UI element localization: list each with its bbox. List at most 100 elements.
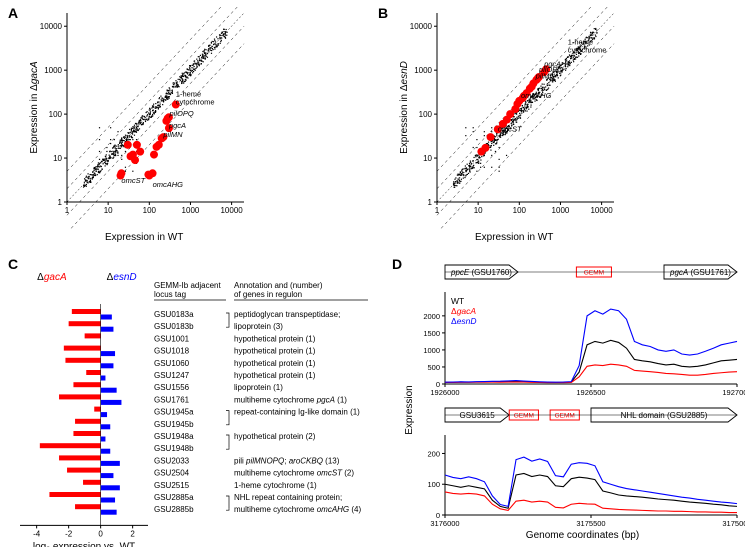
svg-text:10000: 10000: [220, 206, 243, 215]
svg-text:GSU2033: GSU2033: [154, 456, 190, 465]
svg-text:lipoprotein (3): lipoprotein (3): [234, 322, 283, 331]
svg-text:NHL domain (GSU2885): NHL domain (GSU2885): [621, 411, 708, 420]
svg-text:Expression in ΔesnD: Expression in ΔesnD: [399, 61, 410, 154]
svg-text:-4: -4: [33, 529, 41, 538]
svg-text:GEMM: GEMM: [584, 270, 604, 277]
svg-text:100: 100: [427, 480, 440, 489]
svg-text:pilMN: pilMN: [162, 130, 183, 139]
svg-text:GSU1556: GSU1556: [154, 383, 190, 392]
svg-text:omcST: omcST: [498, 125, 523, 134]
svg-text:ΔesnD: ΔesnD: [107, 272, 137, 283]
svg-text:1000: 1000: [44, 66, 62, 75]
svg-text:omcAHG: omcAHG: [521, 91, 552, 100]
svg-text:3176000: 3176000: [430, 519, 459, 528]
panel-a-scatter: 1110101001001000100010000100001-hemecyto…: [25, 5, 250, 230]
svg-text:pilMN: pilMN: [535, 71, 556, 80]
svg-text:GSU1948b: GSU1948b: [154, 444, 194, 453]
svg-text:hypothetical protein (1): hypothetical protein (1): [234, 334, 316, 343]
svg-text:10000: 10000: [410, 22, 433, 31]
svg-text:peptidoglycan transpeptidase;: peptidoglycan transpeptidase;: [234, 310, 340, 319]
svg-text:1000: 1000: [552, 206, 570, 215]
svg-text:1926000: 1926000: [430, 388, 459, 397]
svg-text:0: 0: [98, 529, 103, 538]
svg-text:omcAHG: omcAHG: [153, 180, 184, 189]
svg-text:10: 10: [104, 206, 113, 215]
svg-text:3175000: 3175000: [722, 519, 745, 528]
svg-text:log₂ expression vs. WT: log₂ expression vs. WT: [33, 541, 135, 547]
svg-text:1926500: 1926500: [576, 388, 605, 397]
svg-text:pili pilMNOPQ; aroCKBQ (13): pili pilMNOPQ; aroCKBQ (13): [234, 456, 340, 465]
svg-text:Annotation and (number): Annotation and (number): [234, 281, 323, 290]
svg-text:GSU2885a: GSU2885a: [154, 493, 194, 502]
svg-text:500: 500: [427, 363, 440, 372]
svg-text:ppcE (GSU1760): ppcE (GSU1760): [450, 268, 512, 277]
svg-text:GSU2504: GSU2504: [154, 469, 190, 478]
svg-text:ΔgacA: ΔgacA: [451, 306, 476, 316]
svg-text:ΔgacA: ΔgacA: [37, 272, 67, 283]
svg-text:pgcA: pgcA: [168, 121, 186, 130]
panel-a-label: A: [8, 5, 18, 21]
svg-text:1: 1: [65, 206, 70, 215]
svg-text:GSU1060: GSU1060: [154, 359, 190, 368]
svg-text:10: 10: [474, 206, 483, 215]
svg-text:NHL repeat containing protein;: NHL repeat containing protein;: [234, 493, 342, 502]
svg-text:GSU0183a: GSU0183a: [154, 310, 194, 319]
panel-a-xlabel: Expression in WT: [105, 232, 183, 243]
svg-text:cytochrome: cytochrome: [176, 98, 215, 107]
panel-d-coverage: ppcE (GSU1760)GEMMpgcA (GSU1761)05001000…: [400, 260, 745, 545]
svg-text:hypothetical protein (2): hypothetical protein (2): [234, 432, 316, 441]
svg-text:2000: 2000: [423, 312, 440, 321]
svg-text:10000: 10000: [590, 206, 613, 215]
svg-text:GSU1945b: GSU1945b: [154, 420, 194, 429]
svg-text:GSU2515: GSU2515: [154, 481, 190, 490]
svg-text:omcST: omcST: [121, 176, 146, 185]
svg-text:1-heme cytochrome (1): 1-heme cytochrome (1): [234, 481, 317, 490]
panel-c-bars: ΔgacAΔesnDGEMM-Ib adjacentlocus tagAnnot…: [10, 262, 385, 547]
svg-text:GEMM: GEMM: [514, 413, 534, 420]
svg-text:1: 1: [435, 206, 440, 215]
svg-text:GSU1001: GSU1001: [154, 334, 190, 343]
svg-text:-2: -2: [65, 529, 73, 538]
svg-text:repeat-containing Ig-like doma: repeat-containing Ig-like domain (1): [234, 408, 360, 417]
svg-text:100: 100: [513, 206, 527, 215]
svg-text:100: 100: [419, 110, 433, 119]
svg-text:lipoprotein (1): lipoprotein (1): [234, 383, 283, 392]
svg-text:GSU1761: GSU1761: [154, 395, 190, 404]
svg-text:GSU1945a: GSU1945a: [154, 408, 194, 417]
svg-text:Expression: Expression: [404, 385, 415, 434]
svg-text:GSU1247: GSU1247: [154, 371, 190, 380]
svg-text:ΔesnD: ΔesnD: [451, 316, 477, 326]
svg-text:10000: 10000: [40, 22, 63, 31]
svg-text:cytochrome: cytochrome: [568, 46, 607, 55]
svg-text:hypothetical protein (1): hypothetical protein (1): [234, 359, 316, 368]
svg-text:1: 1: [428, 198, 433, 207]
svg-text:1: 1: [58, 198, 63, 207]
svg-text:pilOPQ: pilOPQ: [169, 109, 194, 118]
svg-text:of genes in regulon: of genes in regulon: [234, 290, 302, 299]
svg-text:pgcA (GSU1761): pgcA (GSU1761): [669, 268, 731, 277]
svg-text:hypothetical protein (1): hypothetical protein (1): [234, 347, 316, 356]
svg-text:multiheme cytochrome omcAHG (4: multiheme cytochrome omcAHG (4): [234, 505, 361, 514]
svg-text:100: 100: [143, 206, 157, 215]
svg-text:1927000: 1927000: [722, 388, 745, 397]
svg-text:10: 10: [423, 154, 432, 163]
svg-text:multiheme cytochrome pgcA (1): multiheme cytochrome pgcA (1): [234, 395, 347, 404]
svg-text:200: 200: [427, 449, 440, 458]
svg-text:GSU2885b: GSU2885b: [154, 505, 194, 514]
svg-text:GEMM: GEMM: [555, 413, 575, 420]
svg-text:hypothetical protein (1): hypothetical protein (1): [234, 371, 316, 380]
svg-text:3175500: 3175500: [576, 519, 605, 528]
svg-text:GEMM-Ib adjacent: GEMM-Ib adjacent: [154, 281, 221, 290]
svg-text:multiheme cytochrome omcST (2): multiheme cytochrome omcST (2): [234, 469, 354, 478]
svg-text:1500: 1500: [423, 329, 440, 338]
svg-text:1000: 1000: [182, 206, 200, 215]
svg-text:GSU3615: GSU3615: [460, 411, 496, 420]
svg-text:2: 2: [130, 529, 135, 538]
svg-text:Expression in ΔgacA: Expression in ΔgacA: [29, 61, 40, 154]
svg-text:100: 100: [49, 110, 63, 119]
svg-text:Genome coordinates (bp): Genome coordinates (bp): [526, 530, 639, 541]
svg-text:GSU1018: GSU1018: [154, 347, 190, 356]
svg-text:1000: 1000: [414, 66, 432, 75]
svg-text:WT: WT: [451, 296, 464, 306]
svg-text:GSU0183b: GSU0183b: [154, 322, 194, 331]
